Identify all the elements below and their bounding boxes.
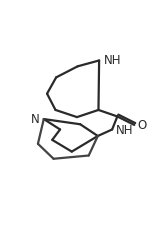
Text: O: O [138,118,147,131]
Text: NH: NH [104,54,122,67]
Text: N: N [31,112,40,125]
Text: NH: NH [116,123,134,136]
